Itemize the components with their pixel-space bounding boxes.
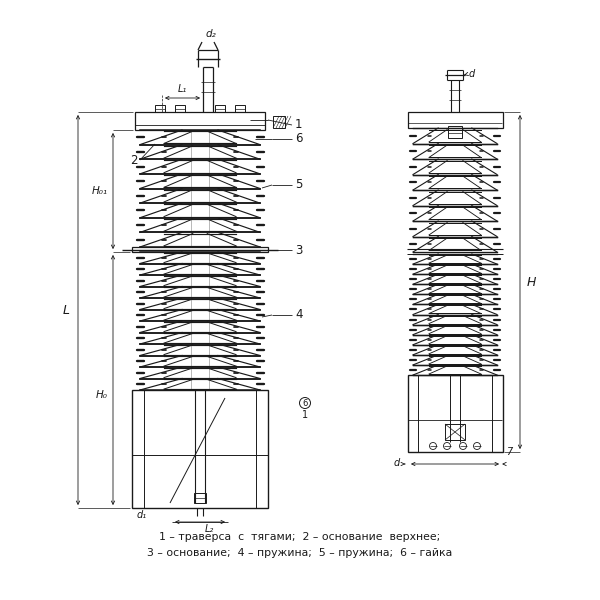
Bar [135,112,265,130]
Circle shape [443,443,451,449]
Text: d: d [394,458,400,468]
Bar [194,493,206,503]
Text: L₂: L₂ [205,524,214,534]
Text: 4: 4 [295,308,302,322]
Text: 1: 1 [302,410,308,420]
Text: 6: 6 [302,398,308,407]
Text: d₂: d₂ [206,29,217,39]
Text: 3 – основание;  4 – пружина;  5 – пружина;  6 – гайка: 3 – основание; 4 – пружина; 5 – пружина;… [148,548,452,558]
Bar [273,116,285,128]
Text: 3: 3 [295,244,302,257]
Circle shape [460,443,467,449]
Circle shape [473,443,481,449]
Bar [235,105,245,112]
Text: H₀₁: H₀₁ [92,186,108,196]
Text: 1: 1 [295,118,302,131]
Bar [408,112,503,128]
Circle shape [430,443,437,449]
Text: 1 – траверса  с  тягами;  2 – основание  верхнее;: 1 – траверса с тягами; 2 – основание вер… [160,532,440,542]
Text: d₁: d₁ [137,510,147,520]
Bar [215,105,225,112]
Bar [445,424,465,440]
Text: L: L [63,304,70,317]
Bar [132,390,268,508]
Bar [408,375,503,452]
Bar [155,105,165,112]
Bar [448,126,462,138]
Text: 5: 5 [295,179,302,191]
Text: H₀: H₀ [96,390,108,400]
Text: d: d [469,69,475,79]
Text: H: H [527,275,536,289]
Text: 2: 2 [131,154,138,166]
Bar [175,105,185,112]
Bar [132,247,268,252]
Text: 7: 7 [506,447,512,457]
Text: L₁: L₁ [178,84,187,94]
Text: 6: 6 [295,133,302,145]
